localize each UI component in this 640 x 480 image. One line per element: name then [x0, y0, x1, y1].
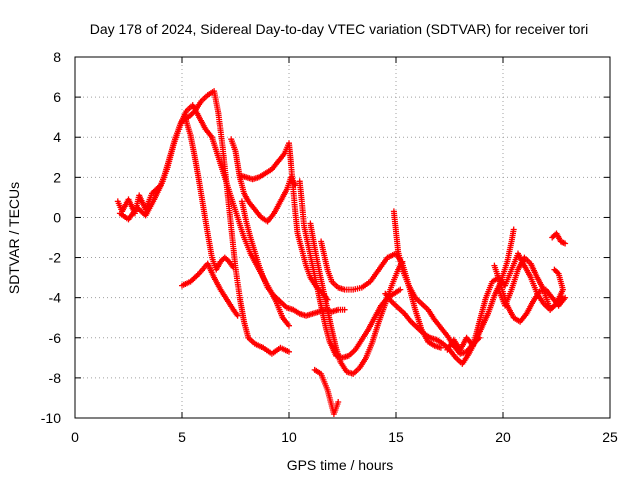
data-point-markers [236, 140, 331, 303]
series-arc-2 [116, 88, 292, 357]
x-tick-label: 25 [602, 429, 618, 445]
data-point-markers [116, 88, 292, 357]
series-arc-3 [179, 260, 241, 319]
data-point-markers [495, 254, 566, 313]
x-tick-label: 0 [71, 429, 79, 445]
series-arc-13 [444, 250, 566, 353]
series-arc-5 [228, 136, 299, 225]
series-arc-9 [307, 220, 406, 377]
series-arc-4 [183, 118, 237, 273]
x-tick-label: 15 [388, 429, 404, 445]
data-point-markers [311, 366, 342, 417]
series-arc-16 [549, 230, 569, 247]
y-tick-label: -6 [49, 330, 62, 346]
series-arc-8 [296, 178, 404, 361]
x-tick-label: 10 [281, 429, 297, 445]
data-point-markers [444, 250, 566, 353]
y-tick-label: 4 [53, 129, 61, 145]
data-point-markers [179, 260, 241, 319]
x-axis-label: GPS time / hours [287, 457, 394, 473]
series-arc-17 [311, 366, 342, 417]
plot-frame [74, 56, 611, 419]
chart-title: Day 178 of 2024, Sidereal Day-to-day VTE… [90, 21, 589, 37]
y-tick-label: -4 [49, 290, 62, 306]
y-tick-labels: -10 -8 -6 -4 -2 0 2 4 6 8 [41, 49, 61, 426]
x-tick-label: 5 [178, 429, 186, 445]
data-point-markers [307, 220, 406, 377]
y-tick-label: 0 [53, 209, 61, 225]
data-point-markers [549, 230, 569, 247]
x-tick-label: 20 [495, 429, 511, 445]
data-point-markers [296, 178, 404, 361]
series-arc-6 [236, 140, 331, 303]
y-tick-label: -8 [49, 370, 62, 386]
x-tick-labels: 0 5 10 15 20 25 [71, 429, 618, 445]
data-marks [114, 88, 569, 417]
data-point-markers [183, 118, 237, 273]
series-arc-15 [495, 254, 566, 313]
y-tick-label: 6 [53, 89, 61, 105]
y-tick-label: -2 [49, 250, 62, 266]
y-axis-label: SDTVAR / TECUs [6, 182, 22, 294]
y-tick-label: 2 [53, 169, 61, 185]
axis-ticks [74, 56, 611, 419]
data-point-markers [228, 136, 299, 225]
y-tick-label: -10 [41, 410, 61, 426]
y-tick-label: 8 [53, 49, 61, 65]
